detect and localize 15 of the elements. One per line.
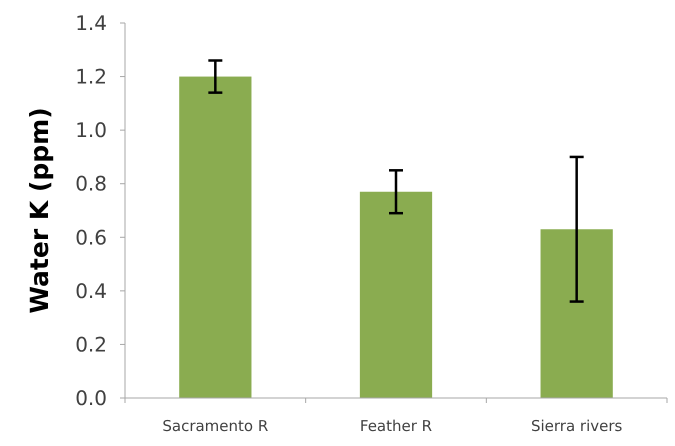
bar xyxy=(179,76,252,398)
y-tick-label: 0.8 xyxy=(75,172,107,196)
y-tick-label: 1.2 xyxy=(75,64,107,89)
y-tick-label: 0.6 xyxy=(75,225,107,250)
y-tick-label: 1.4 xyxy=(75,11,107,35)
x-tick-label: Feather R xyxy=(360,417,432,435)
y-axis-title: Water K (ppm) xyxy=(25,107,54,314)
x-tick-label: Sierra rivers xyxy=(530,417,623,435)
bar xyxy=(360,192,432,398)
y-tick-label: 0.2 xyxy=(75,332,107,356)
y-tick-label: 1.0 xyxy=(75,118,107,142)
x-tick-label: Sacramento R xyxy=(162,417,268,435)
y-tick-label: 0.4 xyxy=(75,278,107,303)
bar xyxy=(540,229,613,398)
y-tick-label: 0.0 xyxy=(75,386,107,410)
